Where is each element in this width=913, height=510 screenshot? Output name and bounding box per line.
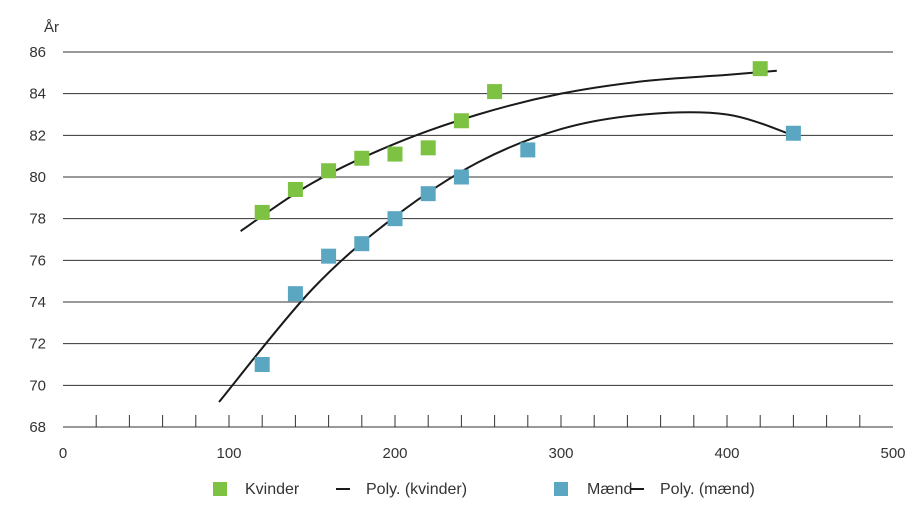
data-point-maend	[420, 186, 436, 202]
data-point-kvinder	[321, 163, 337, 179]
data-point-maend	[321, 248, 337, 264]
x-axis-minor-ticks	[95, 415, 861, 427]
data-point-kvinder	[453, 113, 469, 129]
data-point-maend	[387, 211, 403, 227]
x-tick-label: 200	[382, 445, 407, 462]
trend-lines	[218, 69, 794, 403]
data-points	[254, 61, 801, 372]
legend-label: Poly. (mænd)	[660, 481, 755, 498]
y-axis-tick-labels: 68 70 72 74 76 78 80 82 84 86	[29, 44, 46, 436]
y-tick-label: 80	[29, 169, 46, 186]
legend-label: Kvinder	[245, 481, 300, 498]
data-point-kvinder	[254, 204, 270, 220]
y-tick-label: 70	[29, 377, 46, 394]
legend-swatch	[554, 482, 568, 496]
x-tick-label: 400	[714, 445, 739, 462]
y-tick-label: 78	[29, 211, 46, 228]
y-tick-label: 72	[29, 336, 46, 353]
legend: Kvinder Poly. (kvinder) Mænd Poly. (mænd)	[213, 481, 755, 498]
x-tick-label: 300	[548, 445, 573, 462]
y-axis-label: År	[44, 19, 59, 36]
data-point-maend	[354, 236, 370, 252]
data-point-maend	[453, 169, 469, 185]
x-tick-label: 500	[880, 445, 905, 462]
y-tick-label: 74	[29, 294, 46, 311]
trend-line-3	[218, 111, 794, 403]
y-tick-label: 86	[29, 44, 46, 61]
y-tick-label: 84	[29, 86, 46, 103]
x-axis-tick-labels: 0 100 200 300 400 500	[59, 445, 906, 462]
data-point-maend	[287, 286, 303, 302]
data-point-maend	[520, 142, 536, 158]
y-tick-label: 82	[29, 127, 46, 144]
legend-swatch	[213, 482, 227, 496]
y-tick-label: 76	[29, 252, 46, 269]
legend-label: Poly. (kvinder)	[366, 481, 467, 498]
gridlines	[63, 51, 893, 386]
trend-line-1	[240, 69, 777, 232]
data-point-kvinder	[287, 182, 303, 197]
data-point-maend	[254, 357, 270, 372]
data-point-kvinder	[487, 84, 503, 100]
data-point-maend	[785, 125, 801, 141]
legend-label: Mænd	[587, 481, 632, 498]
x-tick-label: 100	[216, 445, 241, 462]
x-tick-label: 0	[59, 445, 67, 462]
y-tick-label: 68	[29, 419, 46, 436]
data-point-kvinder	[354, 150, 370, 166]
data-point-kvinder	[420, 140, 436, 156]
data-point-kvinder	[752, 61, 768, 77]
data-point-kvinder	[387, 146, 403, 162]
